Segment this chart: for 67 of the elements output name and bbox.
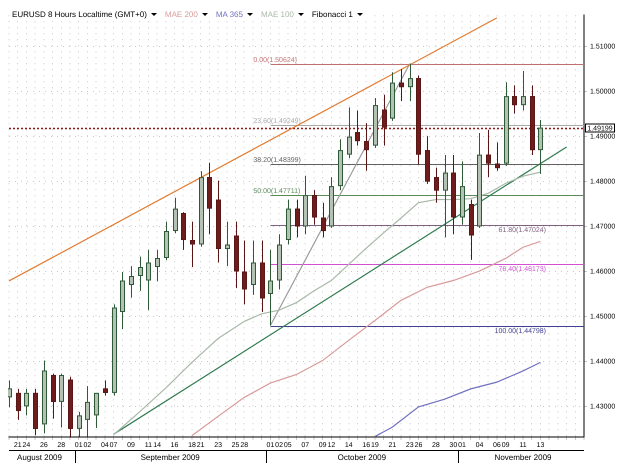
candlestick <box>425 136 430 184</box>
candlestick <box>521 70 526 112</box>
candlestick <box>190 221 195 268</box>
candlestick <box>504 82 509 166</box>
candlestick <box>94 392 99 429</box>
annotation: Fibonacci 1 <box>312 10 353 19</box>
candlestick <box>112 304 117 396</box>
candlestick <box>347 106 352 159</box>
candlestick <box>242 240 247 305</box>
candlestick <box>268 249 273 326</box>
candlestick <box>312 190 317 226</box>
candlestick <box>277 234 282 290</box>
candlestick <box>225 221 230 267</box>
candlestick <box>364 122 369 172</box>
text: MAE 100 <box>260 10 294 19</box>
candlestick <box>234 221 239 289</box>
text: MA 365 <box>216 10 243 19</box>
candlestick <box>216 180 221 264</box>
candlestick <box>129 266 134 298</box>
candlestick <box>85 386 90 438</box>
candlestick <box>51 373 56 420</box>
candlestick <box>382 94 387 146</box>
text: August 2009 <box>17 453 62 462</box>
candlestick <box>164 221 169 261</box>
candlestick <box>486 129 491 178</box>
candlestick <box>155 249 160 282</box>
text: November 2009 <box>494 453 552 462</box>
candlestick <box>8 380 12 408</box>
candlestick <box>181 212 186 250</box>
candlestick <box>42 360 47 434</box>
candlestick <box>303 175 308 235</box>
candlestick <box>530 84 535 156</box>
candlestick <box>77 411 82 438</box>
candlestick <box>451 154 456 235</box>
candlestick <box>286 199 291 246</box>
candlestick <box>260 240 265 312</box>
candlestick <box>338 138 343 191</box>
candlestick <box>199 170 204 248</box>
candlestick <box>355 110 360 146</box>
candlestick <box>512 84 517 114</box>
candlestick <box>120 271 125 330</box>
candlestick <box>495 142 500 172</box>
candlestick <box>251 240 256 296</box>
candlestick <box>390 72 395 122</box>
candlestick <box>24 388 29 416</box>
candlestick <box>68 376 73 438</box>
candlestick <box>146 249 151 311</box>
candlestick <box>138 256 143 292</box>
candlestick <box>295 199 300 238</box>
candlestick <box>59 373 64 428</box>
candlestick <box>103 380 108 396</box>
candlestick <box>408 63 413 102</box>
candlestick <box>416 74 421 165</box>
candlestick <box>373 97 378 148</box>
text: MAE 200 <box>164 10 198 19</box>
candlestick <box>16 388 21 420</box>
text: October 2009 <box>338 453 387 462</box>
candlestick <box>434 167 439 204</box>
candlestick <box>33 388 38 436</box>
text: September 2009 <box>140 453 200 462</box>
chart-title: EURUSD 8 Hours Localtime (GMT+0) <box>12 10 147 19</box>
candlestick <box>207 162 212 235</box>
candlestick <box>329 176 334 228</box>
candlestick <box>469 199 474 260</box>
candlestick <box>321 202 326 238</box>
candlestick <box>399 68 404 102</box>
candlestick <box>173 197 178 234</box>
